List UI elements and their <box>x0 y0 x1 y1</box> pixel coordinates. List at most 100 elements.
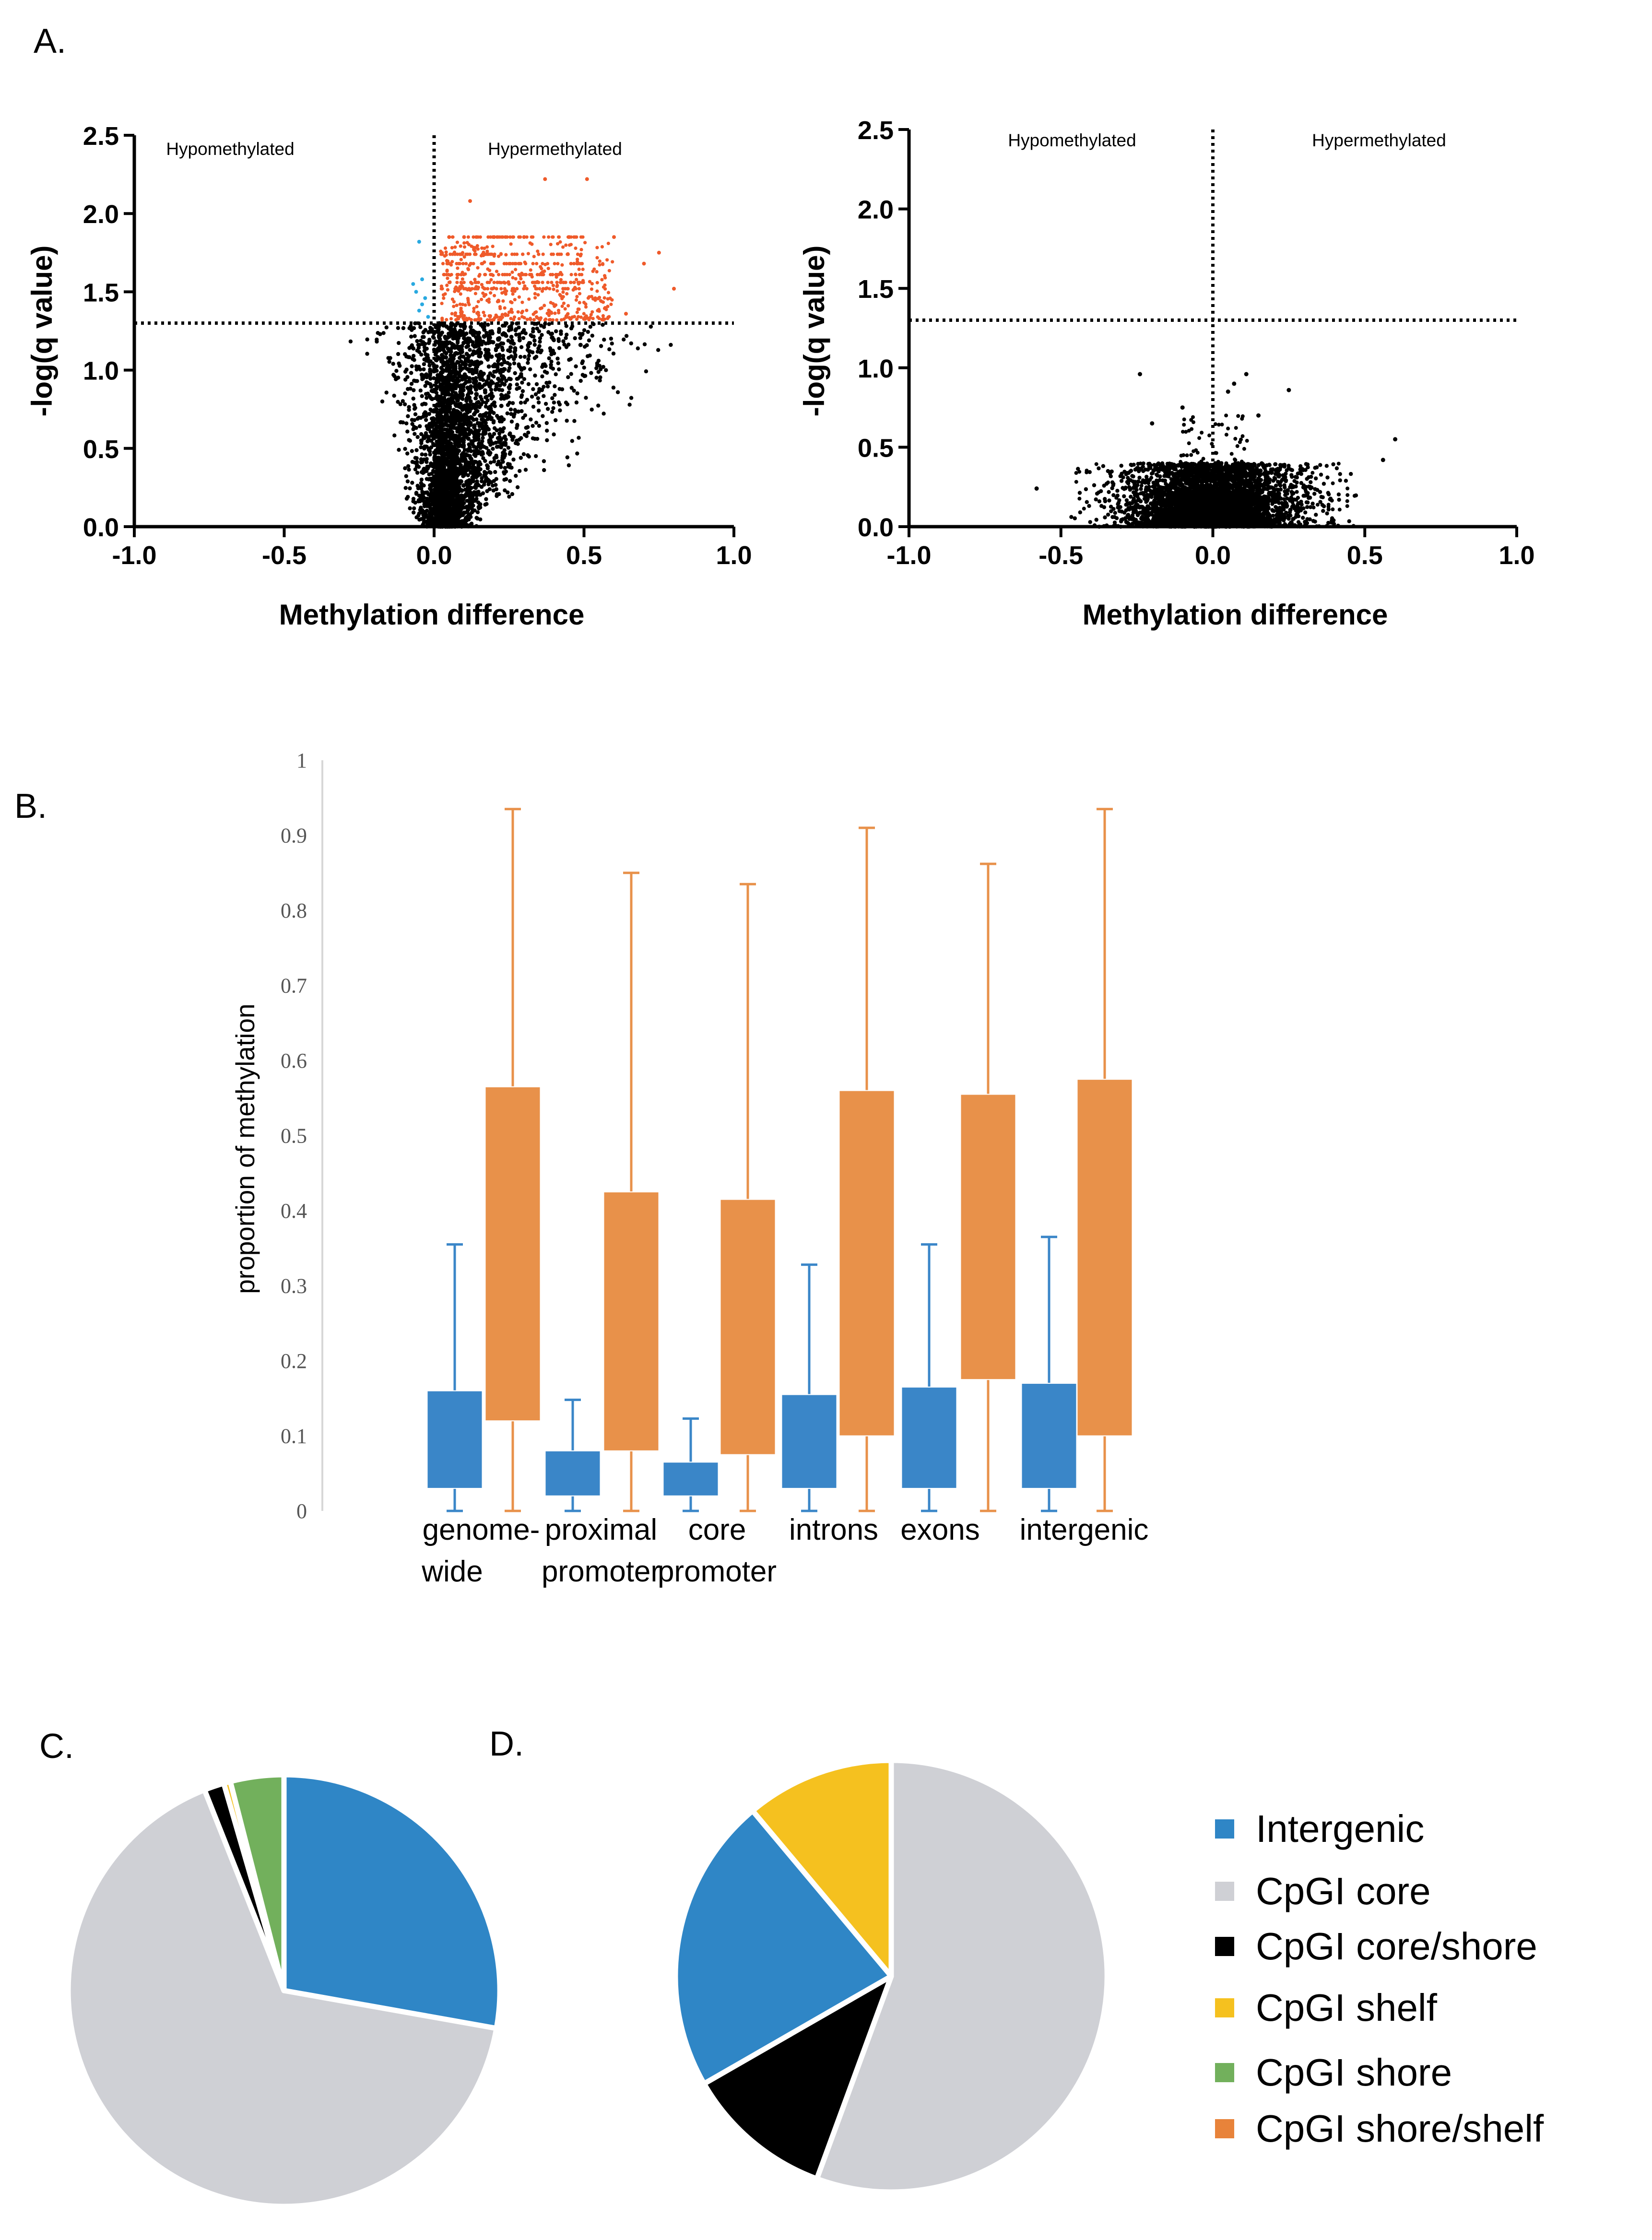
data-point <box>507 401 512 405</box>
data-point <box>410 364 414 368</box>
hypermethylated-point <box>473 287 477 291</box>
data-point <box>427 412 431 416</box>
data-point <box>557 367 561 372</box>
hypermethylated-point <box>455 272 459 277</box>
data-point <box>461 341 466 345</box>
data-point <box>517 362 521 366</box>
data-point <box>418 389 423 393</box>
data-point <box>405 451 410 456</box>
data-point <box>451 332 456 337</box>
data-point <box>415 435 420 439</box>
data-point <box>468 423 473 427</box>
hypermethylated-point <box>566 252 570 256</box>
hypermethylated-point <box>445 269 449 272</box>
data-point <box>478 413 483 418</box>
data-point <box>444 351 448 355</box>
data-point <box>443 334 448 339</box>
data-point <box>392 433 397 437</box>
hypermethylated-label-left: Hypermethylated <box>488 139 622 159</box>
data-point <box>522 366 526 371</box>
data-point <box>527 341 531 345</box>
data-point <box>482 483 486 487</box>
data-point <box>624 334 629 338</box>
data-point <box>444 324 449 329</box>
data-point <box>520 389 525 393</box>
data-point <box>453 421 458 426</box>
data-point <box>502 426 506 430</box>
hypermethylated-point <box>580 262 584 266</box>
data-point <box>540 333 544 337</box>
data-point <box>507 366 512 370</box>
hypermethylated-point <box>470 287 474 291</box>
data-point <box>531 350 535 354</box>
data-point <box>497 353 502 358</box>
data-point <box>435 467 439 472</box>
data-point <box>1349 472 1353 476</box>
data-point <box>512 342 516 346</box>
data-point <box>531 330 535 334</box>
data-point <box>421 330 425 335</box>
hypomethylated-label-left: Hypomethylated <box>166 139 294 159</box>
data-point <box>510 401 515 405</box>
data-point <box>525 398 530 402</box>
data-point <box>1107 490 1111 494</box>
data-point <box>445 442 449 447</box>
data-point <box>503 488 507 493</box>
hypermethylated-point <box>476 287 480 291</box>
data-point <box>642 342 647 346</box>
hypermethylated-point <box>557 235 561 239</box>
data-point <box>557 387 562 391</box>
hypermethylated-point <box>547 235 551 239</box>
data-point <box>607 347 612 352</box>
hypermethylated-point <box>483 247 486 250</box>
data-point <box>492 369 496 374</box>
data-point <box>457 423 461 427</box>
data-point <box>471 493 475 497</box>
data-point <box>445 487 449 492</box>
hypermethylated-point <box>560 263 564 267</box>
data-point <box>656 348 661 352</box>
data-point <box>441 354 446 359</box>
hypermethylated-point <box>460 303 465 307</box>
hypermethylated-point <box>495 315 499 319</box>
data-point <box>413 456 418 460</box>
data-point <box>479 322 484 327</box>
hypermethylated-point <box>491 318 495 322</box>
hypermethylated-point <box>507 310 511 314</box>
data-point <box>519 409 524 413</box>
hypermethylated-point <box>600 299 603 303</box>
data-point <box>474 339 479 343</box>
data-point <box>451 457 456 461</box>
data-point <box>513 328 518 332</box>
data-point <box>461 483 466 488</box>
data-point <box>502 448 507 452</box>
hypermethylated-point <box>549 310 553 314</box>
data-point <box>447 480 452 485</box>
data-point <box>410 481 414 485</box>
hypermethylated-point <box>531 262 535 266</box>
data-point <box>446 408 450 413</box>
data-point <box>463 413 468 417</box>
data-point <box>522 354 527 359</box>
data-point <box>428 424 432 428</box>
hypermethylated-point <box>487 314 491 318</box>
hypermethylated-point <box>476 300 480 304</box>
data-point <box>504 470 508 474</box>
data-point <box>566 342 571 347</box>
hypermethylated-point <box>606 241 610 246</box>
data-point <box>456 500 460 505</box>
data-point <box>515 485 520 489</box>
data-point <box>537 344 542 348</box>
hypermethylated-point <box>482 310 485 314</box>
hypermethylated-point <box>541 262 544 266</box>
data-point <box>509 334 514 339</box>
data-point <box>457 472 461 476</box>
data-point <box>468 465 472 470</box>
data-point <box>453 366 458 371</box>
data-point <box>424 444 428 449</box>
hypermethylated-point <box>527 297 531 301</box>
data-point <box>487 384 492 389</box>
hypermethylated-point <box>446 276 449 280</box>
data-point <box>469 521 474 526</box>
hypermethylated-point <box>574 272 578 277</box>
